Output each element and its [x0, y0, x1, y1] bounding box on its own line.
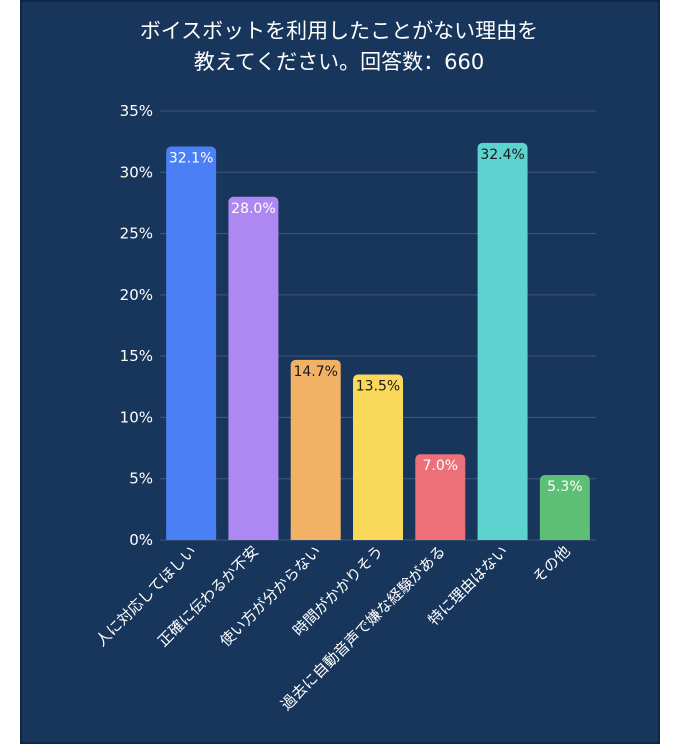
y-axis-ticks: 0% 5% 10% 15% 20% 25% 30% 35%	[120, 102, 153, 549]
bar	[353, 374, 403, 540]
y-tick-label: 30%	[120, 163, 153, 181]
y-tick-label: 35%	[120, 102, 153, 120]
y-tick-label: 25%	[120, 225, 153, 243]
y-tick-label: 5%	[129, 470, 153, 488]
x-tick-label: その他	[529, 542, 574, 587]
bar-base	[477, 534, 528, 540]
y-tick-label: 0%	[129, 531, 153, 549]
bar	[290, 359, 341, 540]
bar	[228, 196, 279, 541]
bar	[166, 146, 217, 540]
y-tick-label: 10%	[120, 408, 153, 426]
data-label: 32.4%	[480, 147, 524, 163]
y-tick-label: 15%	[120, 347, 153, 365]
bars	[166, 142, 590, 541]
data-label: 28.0%	[231, 201, 275, 217]
data-label: 7.0%	[422, 458, 458, 474]
bar-base	[290, 534, 341, 540]
bar-base	[353, 534, 403, 540]
bar	[415, 454, 466, 540]
bar-base	[539, 534, 590, 540]
data-label: 14.7%	[293, 364, 337, 380]
chart-title-line-2: 教えてください。回答数：660	[193, 50, 485, 74]
chart-title-line-1: ボイスボットを利用したことがない理由を	[139, 19, 539, 43]
bar-base	[415, 534, 466, 540]
x-tick-label: 人に対応してほしい	[92, 542, 200, 650]
bar	[539, 475, 590, 540]
value-labels: 32.1% 28.0% 14.7% 13.5% 7.0% 32.4% 5.3%	[169, 147, 583, 495]
y-tick-label: 20%	[120, 286, 153, 304]
bar-base	[228, 534, 279, 540]
data-label: 32.1%	[169, 151, 213, 167]
data-label: 13.5%	[356, 379, 400, 395]
bar	[477, 142, 528, 540]
x-axis-labels: 人に対応してほしい正確に伝わるか不安使い方が分からない時間がかかりそう過去に自動…	[92, 542, 574, 714]
bar-base	[166, 534, 217, 540]
data-label: 5.3%	[547, 479, 583, 495]
